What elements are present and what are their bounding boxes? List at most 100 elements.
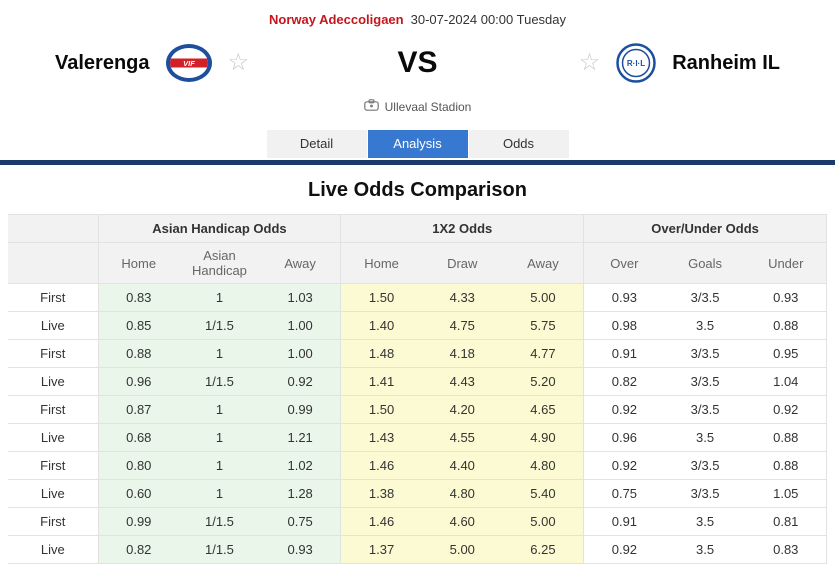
odds-cell: 4.20	[421, 395, 503, 424]
away-team-name: Ranheim IL	[672, 51, 780, 74]
match-header: Valerenga VIF ☆ VS ☆ R·I·L Ranheim IL	[0, 27, 835, 87]
odds-cell: 1.05	[745, 479, 827, 508]
odds-cell: 0.96	[583, 423, 665, 452]
col-header: Asian Handicap	[178, 242, 260, 284]
odds-cell: 1.50	[340, 283, 422, 312]
odds-cell: 1.00	[259, 311, 341, 340]
col-header: Under	[745, 242, 827, 284]
odds-cell: 0.92	[583, 395, 665, 424]
odds-cell: 0.88	[97, 339, 179, 368]
odds-row: First 0.83 1 1.03 1.50 4.33 5.00 0.93 3/3.5 0.93	[8, 283, 827, 312]
odds-cell: 0.81	[745, 507, 827, 536]
row-type-label: First	[8, 339, 99, 368]
odds-cell: 5.00	[421, 535, 503, 564]
odds-cell: 3.5	[664, 535, 746, 564]
odds-cell: 0.98	[583, 311, 665, 340]
odds-cell: 4.55	[421, 423, 503, 452]
odds-cell: 0.92	[583, 451, 665, 480]
odds-row: Live 0.96 1/1.5 0.92 1.41 4.43 5.20 0.82 3/3.5 1.…	[8, 367, 827, 396]
odds-cell: 1.00	[259, 339, 341, 368]
odds-cell: 1.21	[259, 423, 341, 452]
col-header: Away	[502, 242, 584, 284]
odds-cell: 0.88	[745, 451, 827, 480]
odds-cell: 0.82	[97, 535, 179, 564]
odds-cell: 1.02	[259, 451, 341, 480]
odds-cell: 1/1.5	[178, 367, 260, 396]
odds-cell: 0.68	[97, 423, 179, 452]
odds-cell: 5.40	[502, 479, 584, 508]
venue-row: Ullevaal Stadion	[0, 87, 835, 130]
odds-cell: 1.28	[259, 479, 341, 508]
odds-cell: 0.87	[97, 395, 179, 424]
odds-cell: 4.40	[421, 451, 503, 480]
tab-detail[interactable]: Detail	[266, 130, 367, 158]
odds-cell: 1	[178, 451, 260, 480]
favorite-star-away[interactable]: ☆	[578, 49, 601, 76]
group-header-over-under: Over/Under Odds	[583, 214, 827, 243]
col-header: Away	[259, 242, 341, 284]
odds-cell: 0.88	[745, 423, 827, 452]
odds-cell: 0.92	[259, 367, 341, 396]
odds-row: Live 0.60 1 1.28 1.38 4.80 5.40 0.75 3/3.5 1.05	[8, 479, 827, 508]
odds-cell: 0.93	[583, 283, 665, 312]
ranheim-crest-text: R·I·L	[627, 59, 645, 68]
corner-cell	[8, 242, 99, 284]
odds-cell: 4.65	[502, 395, 584, 424]
odds-cell: 3.5	[664, 423, 746, 452]
odds-cell: 1.46	[340, 451, 422, 480]
odds-cell: 4.33	[421, 283, 503, 312]
tab-odds[interactable]: Odds	[468, 130, 569, 158]
odds-cell: 1	[178, 423, 260, 452]
row-type-label: Live	[8, 367, 99, 396]
odds-cell: 0.85	[97, 311, 179, 340]
odds-cell: 4.18	[421, 339, 503, 368]
row-type-label: First	[8, 395, 99, 424]
odds-cell: 1	[178, 283, 260, 312]
odds-cell: 1.43	[340, 423, 422, 452]
odds-cell: 1.46	[340, 507, 422, 536]
odds-cell: 1.41	[340, 367, 422, 396]
odds-cell: 0.92	[583, 535, 665, 564]
row-type-label: First	[8, 507, 99, 536]
odds-cell: 3/3.5	[664, 479, 746, 508]
group-header-asian-handicap: Asian Handicap Odds	[97, 214, 341, 243]
odds-cell: 0.93	[745, 283, 827, 312]
odds-cell: 4.90	[502, 423, 584, 452]
col-header: Draw	[421, 242, 503, 284]
odds-cell: 6.25	[502, 535, 584, 564]
odds-table-body: First 0.83 1 1.03 1.50 4.33 5.00 0.93 3/3.5 0.93 L…	[8, 283, 827, 564]
odds-cell: 0.75	[583, 479, 665, 508]
odds-cell: 1.40	[340, 311, 422, 340]
favorite-star-home[interactable]: ☆	[227, 49, 250, 76]
odds-cell: 4.80	[421, 479, 503, 508]
odds-cell: 1/1.5	[178, 535, 260, 564]
odds-cell: 1.37	[340, 535, 422, 564]
home-team: Valerenga VIF ☆	[55, 43, 249, 83]
league-name[interactable]: Norway Adeccoligaen	[268, 12, 404, 27]
odds-cell: 1/1.5	[178, 311, 260, 340]
stadium-icon	[363, 99, 379, 114]
tab-analysis[interactable]: Analysis	[367, 130, 468, 158]
odds-cell: 1	[178, 395, 260, 424]
odds-cell: 5.75	[502, 311, 584, 340]
odds-cell: 4.77	[502, 339, 584, 368]
odds-cell: 3.5	[664, 507, 746, 536]
row-type-label: Live	[8, 311, 99, 340]
odds-cell: 0.60	[97, 479, 179, 508]
odds-cell: 0.95	[745, 339, 827, 368]
row-type-label: First	[8, 283, 99, 312]
odds-cell: 0.93	[259, 535, 341, 564]
odds-cell: 1.50	[340, 395, 422, 424]
odds-cell: 4.80	[502, 451, 584, 480]
row-type-label: First	[8, 451, 99, 480]
row-type-label: Live	[8, 479, 99, 508]
odds-cell: 3/3.5	[664, 339, 746, 368]
home-team-name: Valerenga	[55, 51, 150, 74]
odds-cell: 1	[178, 339, 260, 368]
col-header: Over	[583, 242, 665, 284]
odds-cell: 1.04	[745, 367, 827, 396]
section-divider	[0, 160, 835, 165]
odds-cell: 0.83	[745, 535, 827, 564]
tab-bar: Detail Analysis Odds	[0, 130, 835, 158]
odds-row: First 0.80 1 1.02 1.46 4.40 4.80 0.92 3/3.5 0.88	[8, 451, 827, 480]
